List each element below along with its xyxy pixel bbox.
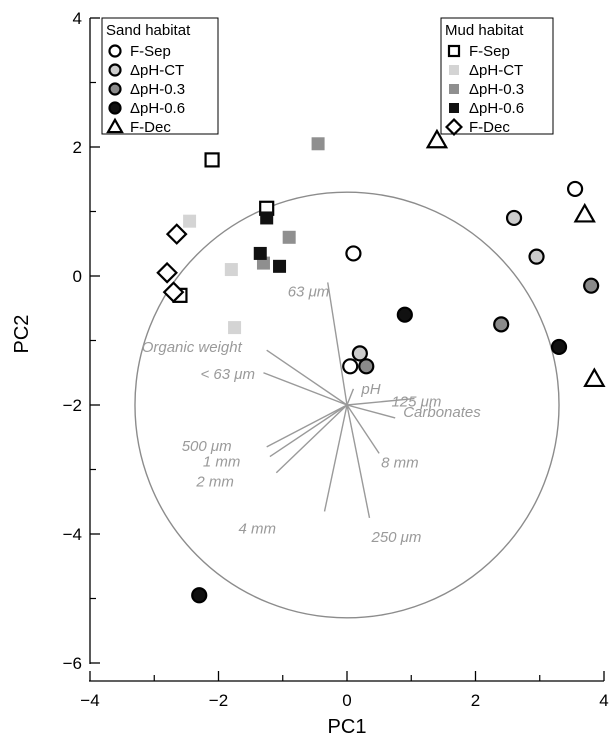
legend-sand-habitat-marker bbox=[108, 82, 122, 96]
loading-label-63-um: < 63 μm bbox=[200, 366, 255, 383]
loading-label-250-um: 250 μm bbox=[370, 529, 421, 546]
x-tick-label: 0 bbox=[342, 691, 351, 710]
axis-ticks: −4 −2 0 2 4 −6 −4 −2 0 2 4 bbox=[63, 9, 609, 710]
point-mud-diamond bbox=[165, 223, 188, 245]
y-tick-label: −4 bbox=[63, 525, 82, 544]
legend-mud-habitat-label: ΔpH-CT bbox=[469, 62, 523, 79]
loading-label-500-um: 500 μm bbox=[182, 438, 232, 455]
legend-mud-title: Mud habitat bbox=[445, 22, 524, 39]
point-sand-circle bbox=[345, 245, 362, 262]
loading-vector-2-mm bbox=[275, 404, 348, 474]
point-sand-circle bbox=[351, 345, 368, 362]
legend-mud-habitat-label: F-Sep bbox=[469, 43, 510, 60]
loading-label-125-um: 125 μm bbox=[391, 394, 441, 411]
point-sand-triangle bbox=[425, 128, 449, 149]
loading-label-63-um: 63 μm bbox=[288, 283, 330, 300]
point-mud-square bbox=[253, 246, 267, 260]
point-mud-diamond bbox=[162, 281, 185, 303]
x-tick-label: −2 bbox=[209, 691, 228, 710]
legend-mud-habitat-marker bbox=[449, 103, 459, 113]
loading-vector-ph bbox=[346, 388, 355, 406]
correlation-circle bbox=[134, 191, 560, 619]
loading-label-1-mm: 1 mm bbox=[203, 454, 241, 471]
loading-vector-8-mm bbox=[346, 404, 380, 454]
x-tick-label: 2 bbox=[471, 691, 480, 710]
legend-sand-habitat-label: ΔpH-0.6 bbox=[130, 100, 185, 117]
legend-mud-habitat: Mud habitat F-Sep ΔpH-CT ΔpH-0.3 ΔpH-0.6 F-D… bbox=[440, 17, 554, 136]
x-tick-label: −4 bbox=[80, 691, 99, 710]
legend-sand-habitat-marker bbox=[108, 44, 122, 58]
loading-label-2-mm: 2 mm bbox=[195, 474, 234, 491]
point-sand-circle bbox=[493, 316, 510, 333]
point-sand-triangle bbox=[573, 202, 596, 223]
y-tick-label: −2 bbox=[63, 396, 82, 415]
point-mud-square bbox=[273, 259, 287, 273]
legend-mud-habitat-marker bbox=[449, 84, 459, 94]
legend-mud-frame bbox=[440, 17, 554, 135]
legend-sand-habitat-label: ΔpH-CT bbox=[130, 62, 184, 79]
loading-label-4-mm: 4 mm bbox=[239, 520, 277, 537]
point-sand-circle bbox=[566, 180, 584, 198]
point-mud-square bbox=[260, 211, 274, 225]
point-mud-square bbox=[228, 321, 242, 335]
legend-mud-habitat-marker bbox=[445, 118, 463, 136]
y-tick-label: −6 bbox=[63, 654, 82, 673]
legend-sand-habitat: Sand habitat F-Sep ΔpH-CT ΔpH-0.3 ΔpH-0.6 F-… bbox=[101, 17, 219, 136]
point-sand-circle bbox=[550, 338, 568, 356]
loading-label-organic-weight: Organic weight bbox=[142, 339, 243, 356]
y-tick-label: 4 bbox=[73, 9, 82, 28]
x-axis-title: PC1 bbox=[328, 716, 367, 738]
legend-sand-habitat-label: ΔpH-0.3 bbox=[130, 81, 185, 98]
point-mud-diamond bbox=[156, 261, 178, 284]
legend-mud-habitat-label: F-Dec bbox=[469, 119, 510, 136]
legend-sand-frame bbox=[101, 17, 219, 135]
legend-sand-habitat-marker bbox=[108, 101, 122, 115]
point-mud-square bbox=[282, 230, 296, 244]
data-points bbox=[156, 128, 606, 604]
loading-vector-1-mm bbox=[269, 404, 348, 458]
point-mud-square bbox=[183, 214, 197, 228]
loading-label-carbonates: Carbonates bbox=[403, 404, 481, 421]
point-mud-square-open bbox=[204, 152, 220, 168]
loading-vectors-layer: 63 μm Organic weight < 63 μm pH Carbonates12… bbox=[142, 282, 481, 546]
point-sand-triangle bbox=[583, 367, 606, 388]
point-sand-circle bbox=[396, 306, 413, 323]
loading-vector-organic-weight bbox=[266, 349, 348, 406]
point-sand-circle bbox=[358, 358, 375, 375]
loading-vector-63-um bbox=[327, 282, 348, 406]
legend-sand-title: Sand habitat bbox=[106, 22, 191, 39]
x-tick-label: 4 bbox=[599, 691, 608, 710]
loading-vector-500-um bbox=[266, 404, 348, 448]
point-mud-square bbox=[224, 263, 238, 277]
legend-mud-habitat-label: ΔpH-0.3 bbox=[469, 81, 524, 98]
loading-vector-125-um bbox=[346, 397, 415, 406]
y-tick-label: 0 bbox=[73, 267, 82, 286]
loading-vector-4-mm bbox=[323, 404, 348, 512]
legend-sand-habitat-label: F-Sep bbox=[130, 43, 171, 60]
loading-label-8-mm: 8 mm bbox=[381, 454, 419, 471]
loading-vector-carbonates bbox=[346, 404, 396, 419]
legend-sand-habitat-label: F-Dec bbox=[130, 119, 171, 136]
correlation-circle-layer bbox=[134, 191, 560, 619]
y-tick-label: 2 bbox=[73, 138, 82, 157]
loading-label-ph: pH bbox=[360, 381, 380, 398]
loading-vector-63-um bbox=[263, 372, 348, 406]
point-sand-circle bbox=[342, 358, 359, 375]
legend-mud-habitat-label: ΔpH-0.6 bbox=[469, 100, 524, 117]
point-sand-circle bbox=[528, 248, 545, 265]
point-sand-circle bbox=[583, 277, 600, 294]
legend-sand-habitat-marker bbox=[108, 63, 122, 77]
y-axis-title: PC2 bbox=[11, 315, 33, 354]
loading-vector-250-um bbox=[346, 404, 371, 519]
point-sand-circle bbox=[191, 587, 208, 604]
legend-mud-habitat-marker bbox=[449, 65, 459, 75]
point-sand-circle bbox=[505, 209, 523, 227]
point-mud-square bbox=[311, 137, 325, 151]
legend-sand-habitat-marker bbox=[106, 117, 124, 134]
legend-mud-habitat-marker bbox=[447, 44, 461, 58]
